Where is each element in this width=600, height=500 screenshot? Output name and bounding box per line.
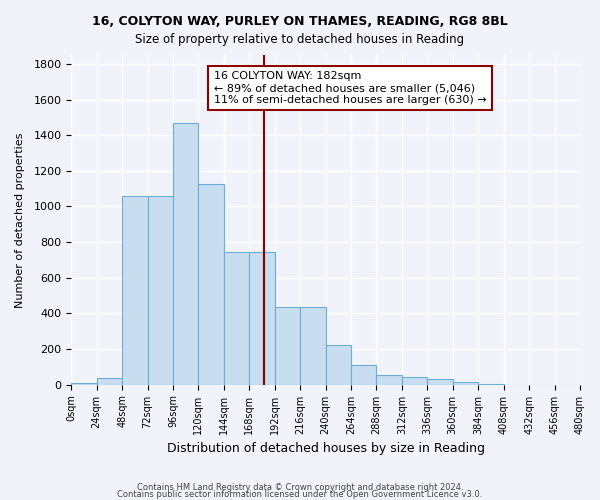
Bar bbox=[427, 380, 453, 384]
Bar bbox=[453, 382, 478, 384]
Bar bbox=[148, 196, 173, 384]
Text: Contains public sector information licensed under the Open Government Licence v3: Contains public sector information licen… bbox=[118, 490, 482, 499]
Y-axis label: Number of detached properties: Number of detached properties bbox=[15, 132, 25, 308]
Bar bbox=[173, 122, 199, 384]
Text: 16, COLYTON WAY, PURLEY ON THAMES, READING, RG8 8BL: 16, COLYTON WAY, PURLEY ON THAMES, READI… bbox=[92, 15, 508, 28]
Bar bbox=[376, 375, 402, 384]
Bar bbox=[249, 252, 275, 384]
Bar bbox=[199, 184, 224, 384]
Text: Size of property relative to detached houses in Reading: Size of property relative to detached ho… bbox=[136, 32, 464, 46]
Bar bbox=[275, 307, 300, 384]
X-axis label: Distribution of detached houses by size in Reading: Distribution of detached houses by size … bbox=[167, 442, 485, 455]
Bar bbox=[122, 196, 148, 384]
Bar bbox=[97, 378, 122, 384]
Bar bbox=[351, 365, 376, 384]
Bar bbox=[402, 376, 427, 384]
Bar bbox=[300, 307, 326, 384]
Text: 16 COLYTON WAY: 182sqm
← 89% of detached houses are smaller (5,046)
11% of semi-: 16 COLYTON WAY: 182sqm ← 89% of detached… bbox=[214, 72, 486, 104]
Text: Contains HM Land Registry data © Crown copyright and database right 2024.: Contains HM Land Registry data © Crown c… bbox=[137, 484, 463, 492]
Bar bbox=[224, 252, 249, 384]
Bar bbox=[326, 344, 351, 385]
Bar bbox=[71, 383, 97, 384]
